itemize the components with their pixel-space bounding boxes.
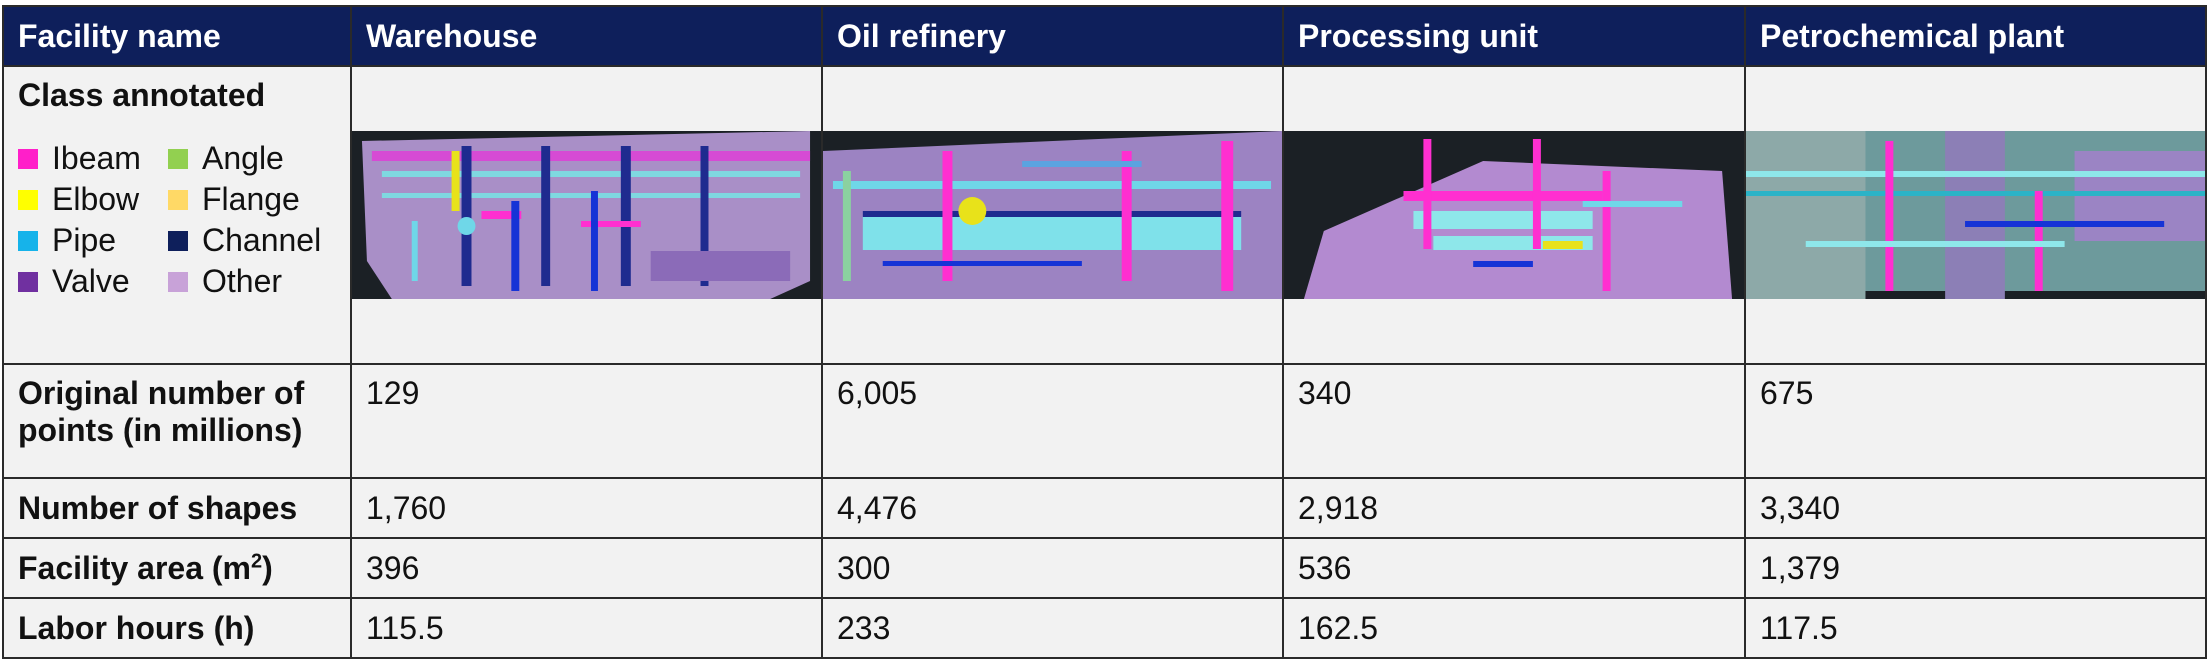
legend-item-angle: Angle — [168, 140, 318, 177]
channel-swatch-icon — [168, 230, 188, 251]
points-warehouse: 129 — [350, 363, 823, 479]
header-petrochemical-plant: Petrochemical plant — [1744, 5, 2207, 67]
legend-item-pipe: Pipe — [18, 222, 168, 259]
area-label: Facility area (m2) — [2, 537, 352, 599]
labor-oil-refinery: 233 — [821, 597, 1284, 659]
area-petrochemical-plant: 1,379 — [1744, 537, 2207, 599]
labor-processing-unit: 162.5 — [1282, 597, 1746, 659]
shapes-processing-unit: 2,918 — [1282, 477, 1746, 539]
header-oil-refinery: Oil refinery — [821, 5, 1284, 67]
labor-label: Labor hours (h) — [2, 597, 352, 659]
elbow-swatch-icon — [18, 189, 38, 210]
labor-row: Labor hours (h) 115.5 233 162.5 117.5 — [2, 597, 2207, 659]
other-swatch-icon — [168, 271, 188, 292]
header-processing-unit: Processing unit — [1282, 5, 1746, 67]
points-label: Original number of points (in millions) — [2, 363, 352, 479]
area-oil-refinery: 300 — [821, 537, 1284, 599]
points-processing-unit: 340 — [1282, 363, 1746, 479]
legend-item-valve: Valve — [18, 263, 168, 300]
pipe-swatch-icon — [18, 230, 38, 251]
legend-item-flange: Flange — [168, 181, 318, 218]
ibeam-swatch-icon — [18, 148, 38, 169]
warehouse-point-cloud-image — [352, 131, 821, 299]
shapes-petrochemical-plant: 3,340 — [1744, 477, 2207, 539]
legend-item-other: Other — [168, 263, 318, 300]
points-oil-refinery: 6,005 — [821, 363, 1284, 479]
header-row: Facility name Warehouse Oil refinery Pro… — [2, 5, 2207, 67]
area-warehouse: 396 — [350, 537, 823, 599]
area-row: Facility area (m2) 396 300 536 1,379 — [2, 537, 2207, 599]
valve-swatch-icon — [18, 271, 38, 292]
facility-table: Facility name Warehouse Oil refinery Pro… — [2, 5, 2207, 659]
shapes-row: Number of shapes 1,760 4,476 2,918 3,340 — [2, 477, 2207, 539]
labor-petrochemical-plant: 117.5 — [1744, 597, 2207, 659]
legend-item-channel: Channel — [168, 222, 321, 259]
processing-unit-point-cloud-image — [1284, 131, 1744, 299]
shapes-label: Number of shapes — [2, 477, 352, 539]
shapes-warehouse: 1,760 — [350, 477, 823, 539]
processing-unit-image-cell — [1282, 65, 1746, 365]
points-petrochemical-plant: 675 — [1744, 363, 2207, 479]
class-annotated-label: Class annotated — [18, 77, 266, 113]
petrochemical-plant-image-cell — [1744, 65, 2207, 365]
warehouse-image-cell — [350, 65, 823, 365]
legend-item-elbow: Elbow — [18, 181, 168, 218]
shapes-oil-refinery: 4,476 — [821, 477, 1284, 539]
class-annotated-row: Class annotated Ibeam Angle Elbow Flange… — [2, 65, 2207, 365]
header-facility-name: Facility name — [2, 5, 352, 67]
flange-swatch-icon — [168, 189, 188, 210]
header-warehouse: Warehouse — [350, 5, 823, 67]
oil-refinery-image-cell — [821, 65, 1284, 365]
angle-swatch-icon — [168, 148, 188, 169]
class-legend: Ibeam Angle Elbow Flange Pipe Channel Va… — [18, 140, 336, 300]
petrochemical-plant-point-cloud-image — [1746, 131, 2205, 299]
legend-item-ibeam: Ibeam — [18, 140, 168, 177]
class-annotated-cell: Class annotated Ibeam Angle Elbow Flange… — [2, 65, 352, 365]
points-row: Original number of points (in millions) 1… — [2, 363, 2207, 479]
labor-warehouse: 115.5 — [350, 597, 823, 659]
area-processing-unit: 536 — [1282, 537, 1746, 599]
oil-refinery-point-cloud-image — [823, 131, 1282, 299]
